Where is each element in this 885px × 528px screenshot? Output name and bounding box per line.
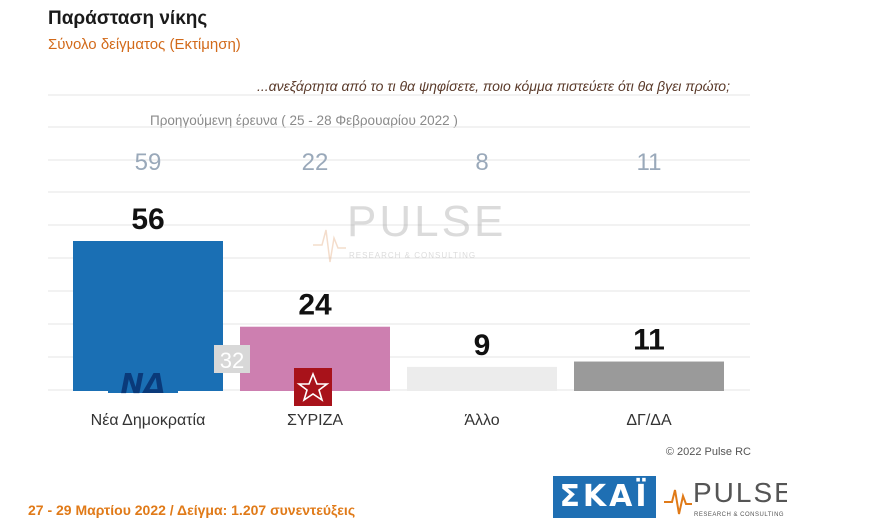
labels: 56 Νέα Δημοκρατία 59 24 ΣΥΡΙΖΑ 22 9 Άλλο 8 11 ΔΓ/Δ… <box>91 149 672 429</box>
bar-value-label: 11 <box>633 324 665 357</box>
watermark-subtext: RESEARCH & CONSULTING <box>349 251 476 260</box>
pulse-logo-line <box>664 489 692 515</box>
bar-value-label: 9 <box>474 329 491 362</box>
pulse-logo-subtext: RESEARCH & CONSULTING <box>694 512 784 518</box>
chart-subtitle: Σύνολο δείγματος (Εκτίμηση) <box>48 36 241 53</box>
pulse-logo: PULSE RESEARCH & CONSULTING <box>664 477 787 518</box>
previous-value-label: 22 <box>302 149 329 176</box>
previous-value-label: 59 <box>135 149 162 176</box>
nd-logo: ΝΔ <box>120 367 165 400</box>
survey-question: ...ανεξάρτητα από το τι θα ψηφίσετε, ποι… <box>257 78 730 94</box>
copyright-text: © 2022 Pulse RC <box>665 446 751 458</box>
bar-value-label: 24 <box>298 289 332 322</box>
pulse-watermark: PULSE RESEARCH & CONSULTING <box>313 197 506 263</box>
previous-value-label: 11 <box>637 149 662 176</box>
inner-label: 32 <box>220 348 244 373</box>
previous-value-label: 8 <box>475 149 488 176</box>
category-label: ΔΓ/ΔΑ <box>626 412 672 429</box>
category-label: Άλλο <box>464 412 499 429</box>
bars <box>73 241 724 391</box>
bar-4 <box>574 361 724 391</box>
nd-logo-bg <box>108 375 178 393</box>
inner-label-box <box>214 345 250 373</box>
watermark-word: PULSE <box>347 197 506 246</box>
category-label: ΣΥΡΙΖΑ <box>287 412 343 429</box>
bar-3 <box>407 366 557 391</box>
survey-date-and-sample: 27 - 29 Μαρτίου 2022 / Δείγμα: 1.207 συν… <box>28 502 356 518</box>
category-label: Νέα Δημοκρατία <box>91 412 206 429</box>
pulse-logo-word: PULSE <box>693 477 787 508</box>
bar-value-label: 56 <box>131 203 164 236</box>
watermark-pulse-line <box>313 229 346 263</box>
syriza-star-icon <box>296 371 330 402</box>
skai-logo: ΣΚΑΪ <box>553 476 656 518</box>
bar-1 <box>73 241 223 391</box>
previous-survey-caption: Προηγούμενη έρευνα ( 25 - 28 Φεβρουαρίου… <box>150 113 458 128</box>
chart-title: Παράσταση νίκης <box>48 8 208 29</box>
